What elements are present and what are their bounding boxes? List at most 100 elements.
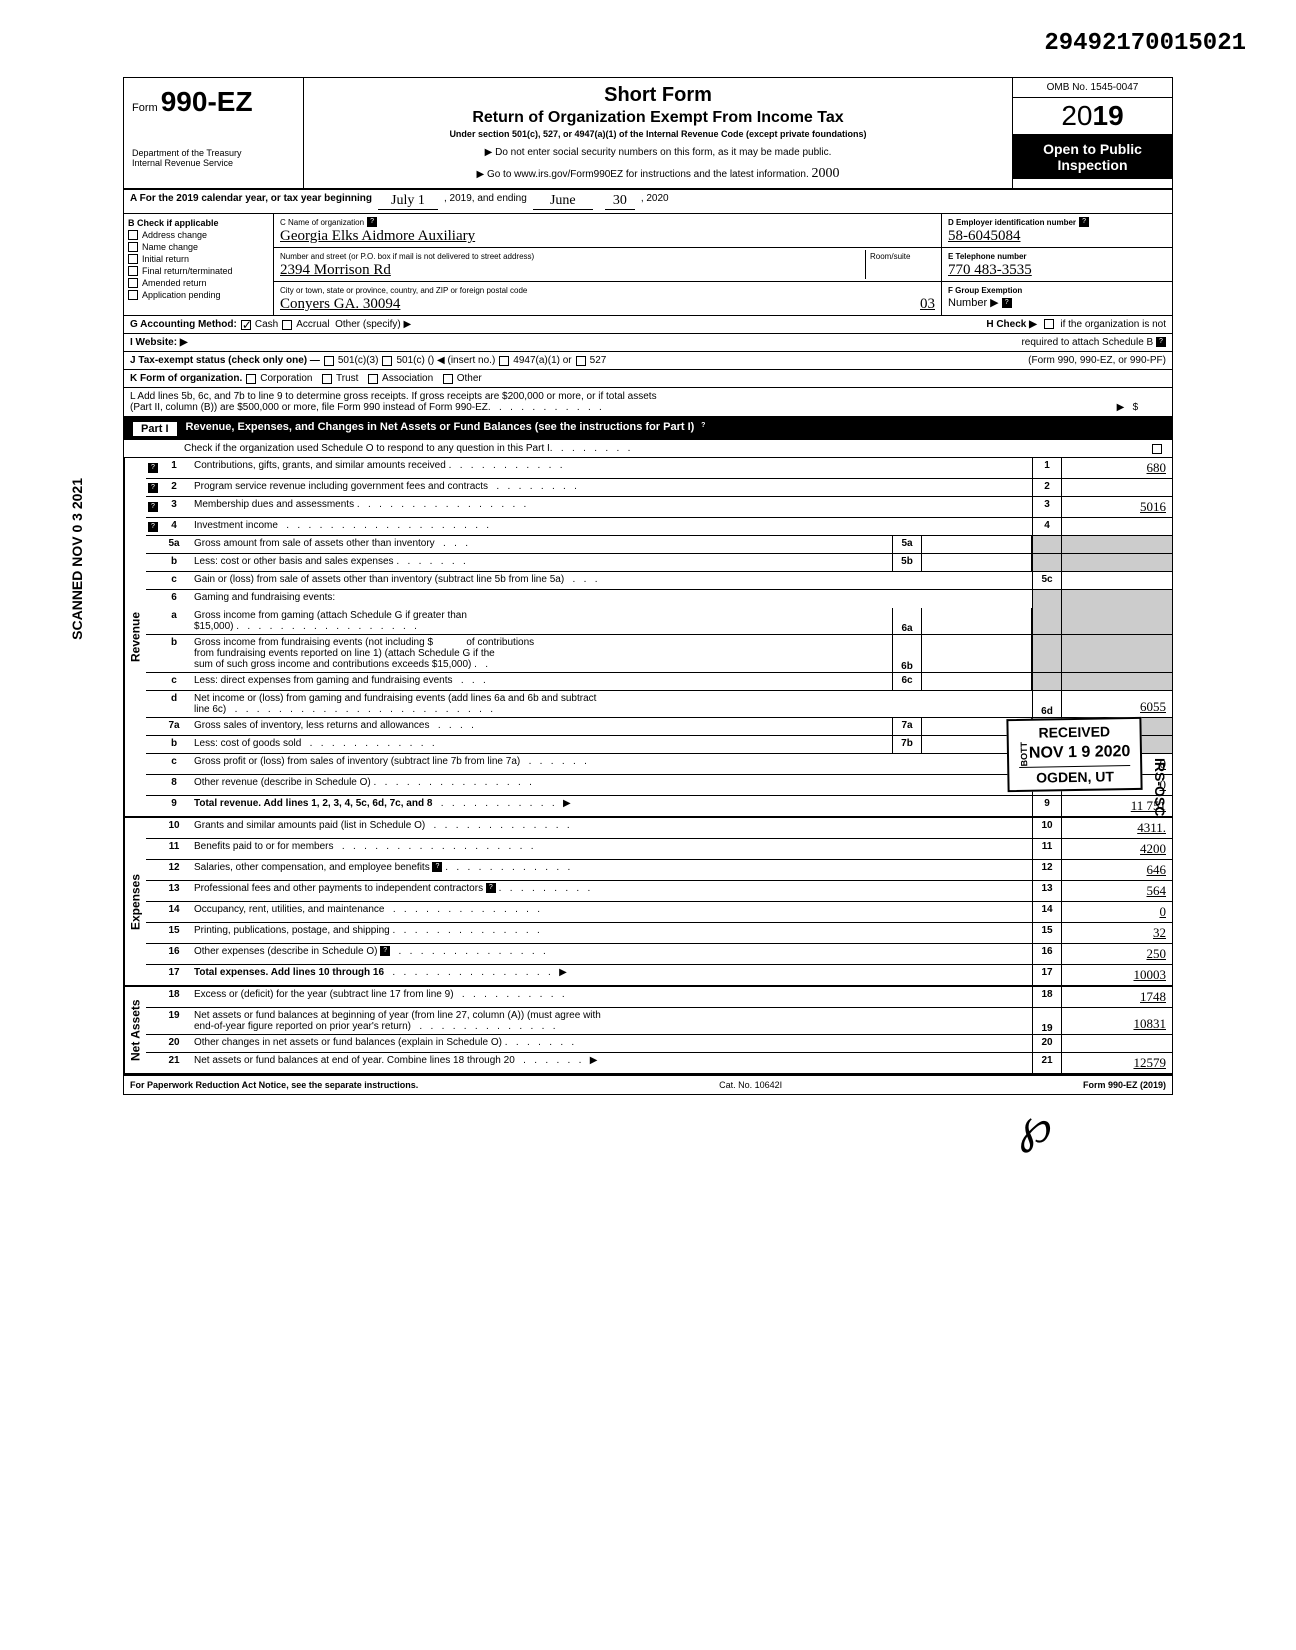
checkbox-501c[interactable] xyxy=(382,356,392,366)
row-i-right: required to attach Schedule B xyxy=(1021,337,1153,348)
help-icon[interactable]: ? xyxy=(486,883,496,893)
document-number: 29492170015021 xyxy=(20,20,1276,77)
l21-text: Net assets or fund balances at end of ye… xyxy=(194,1055,515,1066)
l17-col: 17 xyxy=(1032,965,1062,985)
checkbox-cash[interactable] xyxy=(241,320,251,330)
footer: For Paperwork Reduction Act Notice, see … xyxy=(124,1075,1172,1094)
l5a-num: 5a xyxy=(158,536,190,553)
l10-val: 4311. xyxy=(1062,818,1172,838)
checkbox-scho[interactable] xyxy=(1152,444,1162,454)
checkbox-other[interactable] xyxy=(443,374,453,384)
part1-check: Check if the organization used Schedule … xyxy=(124,440,1172,458)
l7b-mid: 7b xyxy=(892,736,922,753)
checkbox-accrual[interactable] xyxy=(282,320,292,330)
stamp-ogden: OGDEN, UT xyxy=(1019,765,1131,786)
l6d-col: 6d xyxy=(1032,691,1062,717)
irs-osc-stamp: IRS-OSC xyxy=(1152,758,1168,816)
l21-num: 21 xyxy=(158,1053,190,1073)
stamp-bott: BOTT xyxy=(1018,742,1028,767)
l1-col: 1 xyxy=(1032,458,1062,478)
l7b-text: Less: cost of goods sold xyxy=(194,738,301,749)
grey xyxy=(1062,673,1172,690)
help-icon[interactable]: ? xyxy=(698,421,708,431)
l10-text: Grants and similar amounts paid (list in… xyxy=(194,820,425,831)
checkbox-501c3[interactable] xyxy=(324,356,334,366)
help-icon[interactable]: ? xyxy=(1002,298,1012,308)
form-prefix: Form xyxy=(132,102,158,114)
l17-text: Total expenses. Add lines 10 through 16 xyxy=(194,967,384,978)
help-icon[interactable]: ? xyxy=(148,483,158,493)
line-a: A For the 2019 calendar year, or tax yea… xyxy=(124,190,1172,214)
accrual-label: Accrual xyxy=(296,319,329,330)
help-icon[interactable]: ? xyxy=(148,522,158,532)
grey xyxy=(1062,590,1172,608)
l7a-num: 7a xyxy=(158,718,190,735)
checkbox-amended[interactable] xyxy=(128,278,138,288)
j-o1: 501(c)(3) xyxy=(338,355,379,366)
row-g: G Accounting Method: Cash Accrual Other … xyxy=(124,316,1172,334)
grey xyxy=(1062,608,1172,634)
group-label: F Group Exemption xyxy=(948,286,1022,295)
j-o2: 501(c) ( xyxy=(396,355,430,366)
checkbox-527[interactable] xyxy=(576,356,586,366)
l19-col: 19 xyxy=(1032,1008,1062,1034)
checkbox-initial-return[interactable] xyxy=(128,254,138,264)
checkbox-4947[interactable] xyxy=(499,356,509,366)
l5c-col: 5c xyxy=(1032,572,1062,589)
help-icon[interactable]: ? xyxy=(148,502,158,512)
part1-label: Part I xyxy=(132,421,178,437)
k-o2: Trust xyxy=(336,373,358,384)
l6a-num: a xyxy=(158,608,190,634)
l5a-text: Gross amount from sale of assets other t… xyxy=(194,538,435,549)
l6b-text1: Gross income from fundraising events (no… xyxy=(194,637,433,648)
checkbox-name-change[interactable] xyxy=(128,242,138,252)
checkbox-address-change[interactable] xyxy=(128,230,138,240)
omb-number: OMB No. 1545-0047 xyxy=(1013,78,1172,98)
l6b-mid: 6b xyxy=(892,635,922,672)
help-icon[interactable]: ? xyxy=(148,463,158,473)
l16-col: 16 xyxy=(1032,944,1062,964)
help-icon[interactable]: ? xyxy=(367,217,377,227)
open-public1: Open to Public xyxy=(1017,141,1168,157)
dept-line1: Department of the Treasury xyxy=(132,148,295,158)
help-icon[interactable]: ? xyxy=(1079,217,1089,227)
l6c-num: c xyxy=(158,673,190,690)
checkbox-app-pending[interactable] xyxy=(128,290,138,300)
l10-col: 10 xyxy=(1032,818,1062,838)
checkbox-assoc[interactable] xyxy=(368,374,378,384)
help-icon[interactable]: ? xyxy=(1156,337,1166,347)
l6c-text: Less: direct expenses from gaming and fu… xyxy=(194,675,452,686)
l4-val xyxy=(1062,518,1172,535)
col-b-item3: Final return/terminated xyxy=(142,266,233,276)
help-icon[interactable]: ? xyxy=(380,946,390,956)
l5b-midval xyxy=(922,554,1032,571)
grey xyxy=(1062,536,1172,553)
year-prefix: 20 xyxy=(1061,100,1092,131)
l9-col: 9 xyxy=(1032,796,1062,816)
room-label: Room/suite xyxy=(870,252,910,261)
row-k: K Form of organization. Corporation Trus… xyxy=(124,370,1172,387)
help-icon[interactable]: ? xyxy=(432,862,442,872)
l6b-midval xyxy=(922,635,1032,672)
l9-text: Total revenue. Add lines 1, 2, 3, 4, 5c,… xyxy=(194,798,432,809)
checkbox-corp[interactable] xyxy=(246,374,256,384)
l5a-midval xyxy=(922,536,1032,553)
l13-text: Professional fees and other payments to … xyxy=(194,883,483,894)
form-title2: Return of Organization Exempt From Incom… xyxy=(312,109,1004,127)
l15-val: 32 xyxy=(1062,923,1172,943)
side-revenue: Revenue xyxy=(124,458,146,816)
l19-val: 10831 xyxy=(1062,1008,1172,1034)
checkbox-h[interactable] xyxy=(1044,319,1054,329)
org-addr: 2394 Morrison Rd xyxy=(280,262,391,278)
checkbox-final-return[interactable] xyxy=(128,266,138,276)
part1-check-text: Check if the organization used Schedule … xyxy=(184,443,550,454)
grey xyxy=(1032,536,1062,553)
l1-text: Contributions, gifts, grants, and simila… xyxy=(194,460,446,471)
l18-val: 1748 xyxy=(1062,987,1172,1007)
checkbox-trust[interactable] xyxy=(322,374,332,384)
l6b-text2: of contributions xyxy=(466,637,534,648)
side-netassets: Net Assets xyxy=(124,987,146,1073)
l3-val: 5016 xyxy=(1062,497,1172,517)
l5c-val xyxy=(1062,572,1172,589)
form-note2: ▶ Go to www.irs.gov/Form990EZ for instru… xyxy=(476,169,808,180)
